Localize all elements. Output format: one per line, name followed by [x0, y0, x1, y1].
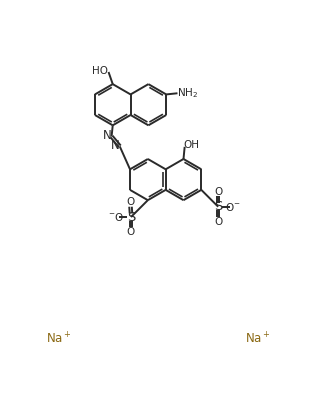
Text: N: N	[111, 139, 120, 152]
Text: HO: HO	[92, 66, 108, 76]
Text: $^{-}$O: $^{-}$O	[108, 211, 124, 223]
Text: Na$^+$: Na$^+$	[245, 331, 271, 346]
Text: S: S	[127, 211, 135, 224]
Text: O: O	[214, 217, 222, 227]
Text: O: O	[126, 197, 135, 207]
Text: S: S	[214, 200, 222, 213]
Text: O: O	[214, 187, 222, 197]
Text: O$^{-}$: O$^{-}$	[225, 201, 241, 213]
Text: Na$^+$: Na$^+$	[46, 331, 72, 346]
Text: O: O	[127, 227, 135, 237]
Text: OH: OH	[184, 140, 200, 150]
Text: NH$_2$: NH$_2$	[177, 87, 199, 100]
Text: N: N	[103, 129, 112, 142]
